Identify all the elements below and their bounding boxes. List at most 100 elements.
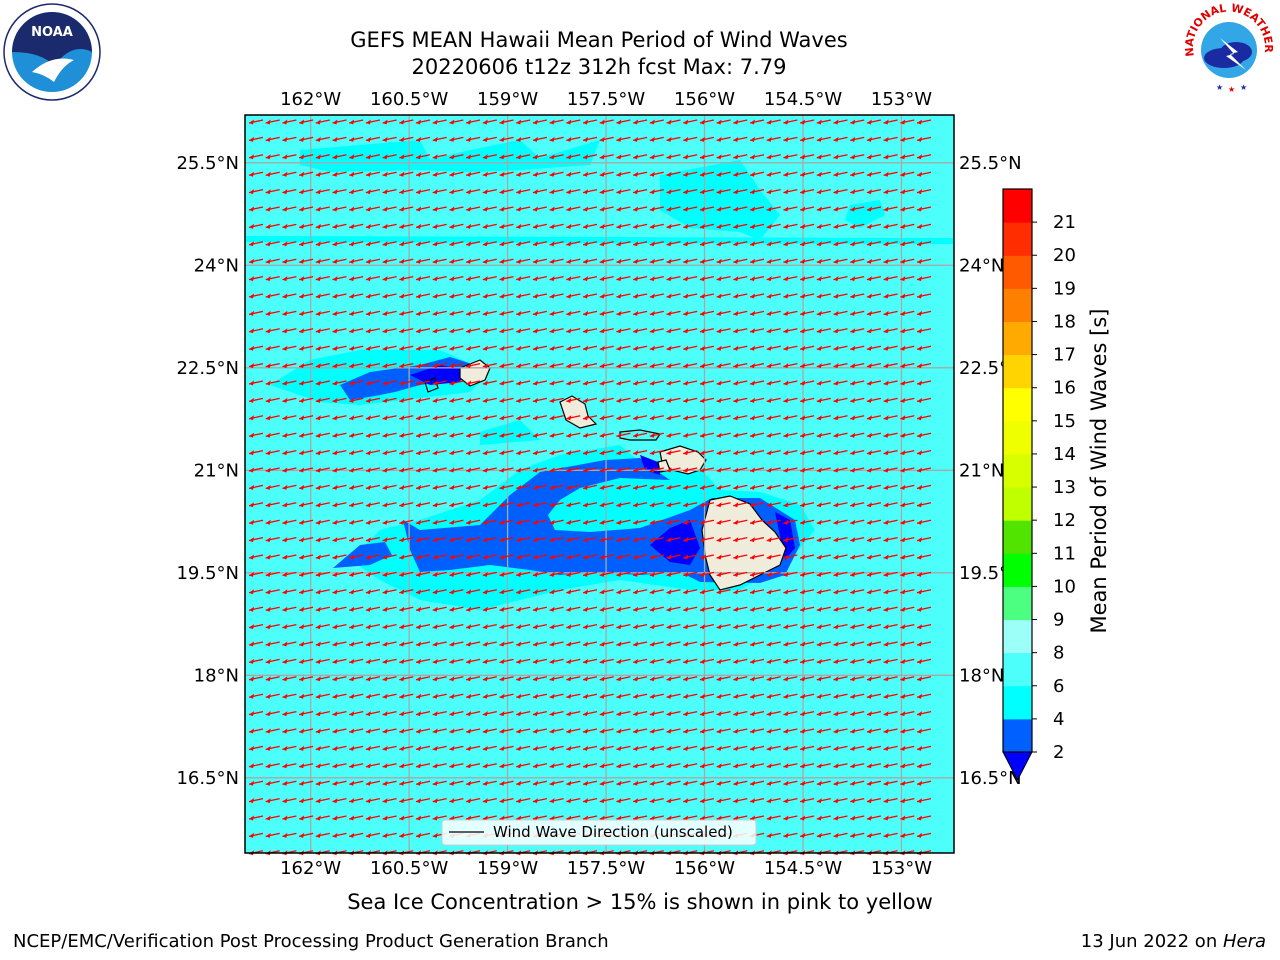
wind-arrow bbox=[632, 380, 648, 386]
wind-arrow bbox=[449, 206, 464, 212]
wind-arrow bbox=[399, 658, 414, 664]
wind-arrow bbox=[916, 502, 932, 508]
wind-arrow bbox=[399, 432, 414, 438]
wind-arrow bbox=[365, 693, 381, 699]
wind-arrow bbox=[449, 815, 464, 821]
wind-arrow bbox=[916, 188, 932, 195]
wind-arrow bbox=[482, 258, 497, 264]
wind-arrow bbox=[315, 536, 330, 543]
lat-label-left: 18°N bbox=[194, 665, 239, 686]
wind-arrow bbox=[666, 241, 681, 247]
wind-arrow bbox=[465, 188, 481, 195]
wind-arrow bbox=[332, 832, 347, 838]
wind-arrow bbox=[683, 484, 698, 490]
wind-arrow bbox=[482, 815, 497, 821]
wind-arrow bbox=[315, 397, 330, 403]
wind-arrow bbox=[749, 310, 765, 316]
wind-arrow bbox=[833, 136, 848, 142]
wind-arrow bbox=[382, 797, 397, 804]
wind-arrow bbox=[532, 171, 548, 177]
wind-arrow bbox=[632, 484, 648, 490]
wind-arrow bbox=[749, 345, 765, 351]
wind-arrow bbox=[549, 571, 564, 577]
footer-left: NCEP/EMC/Verification Post Processing Pr… bbox=[13, 931, 609, 952]
wind-arrow bbox=[449, 136, 464, 142]
wind-arrow bbox=[716, 554, 731, 560]
wind-arrow bbox=[382, 502, 397, 508]
wind-arrow bbox=[883, 502, 898, 508]
wind-arrow bbox=[432, 206, 447, 212]
wind-arrow bbox=[883, 554, 898, 560]
wind-arrow bbox=[349, 397, 364, 403]
wind-arrow bbox=[683, 449, 698, 456]
wind-arrow bbox=[733, 623, 748, 630]
wind-arrow bbox=[599, 310, 614, 316]
wind-arrow bbox=[399, 676, 414, 682]
wind-arrow bbox=[298, 589, 314, 595]
lon-label-bottom: 157.5°W bbox=[567, 858, 646, 879]
wind-arrow bbox=[850, 484, 865, 490]
wind-arrow bbox=[833, 397, 848, 403]
wind-arrow bbox=[582, 658, 598, 664]
wind-arrow bbox=[833, 676, 848, 682]
wind-arrow bbox=[482, 415, 497, 421]
wind-arrow bbox=[332, 328, 347, 334]
wind-arrow bbox=[666, 728, 681, 734]
wind-arrow bbox=[649, 432, 664, 438]
wind-arrow bbox=[883, 328, 898, 334]
wind-arrow bbox=[566, 519, 581, 525]
wind-arrow bbox=[265, 119, 280, 125]
wind-arrow bbox=[415, 641, 431, 647]
wind-arrow bbox=[900, 293, 915, 299]
wind-arrow bbox=[465, 362, 481, 369]
wind-arrow bbox=[766, 589, 781, 595]
wind-arrow bbox=[716, 136, 731, 142]
wind-arrow bbox=[315, 658, 330, 664]
wind-arrow bbox=[482, 380, 497, 386]
wind-arrow bbox=[349, 554, 364, 560]
wind-arrow bbox=[566, 310, 581, 316]
wind-arrow bbox=[699, 658, 715, 664]
wind-arrow bbox=[298, 536, 314, 543]
wind-arrow bbox=[850, 676, 865, 682]
wind-arrow bbox=[415, 502, 431, 508]
wind-arrow bbox=[883, 258, 898, 264]
wind-arrow bbox=[749, 780, 765, 786]
wind-arrow bbox=[265, 763, 280, 769]
colorbar-segment bbox=[1003, 685, 1032, 720]
wind-arrow bbox=[582, 258, 598, 264]
wind-arrow bbox=[432, 693, 447, 699]
wind-arrow bbox=[916, 154, 932, 160]
wind-arrow bbox=[482, 345, 497, 351]
wind-arrow bbox=[265, 380, 280, 386]
wind-arrow bbox=[499, 188, 514, 195]
wind-arrow bbox=[532, 641, 548, 647]
wind-arrow bbox=[482, 519, 497, 525]
wind-arrow bbox=[282, 171, 297, 177]
wind-arrow bbox=[699, 589, 715, 595]
wind-arrow bbox=[365, 119, 381, 125]
colorbar-segment bbox=[1003, 420, 1032, 455]
wind-arrow bbox=[349, 310, 364, 316]
wind-arrow bbox=[716, 484, 731, 490]
wind-arrow bbox=[248, 710, 264, 717]
wind-arrow bbox=[332, 223, 347, 229]
wind-arrow bbox=[833, 780, 848, 786]
wind-arrow bbox=[599, 571, 614, 577]
wind-arrow bbox=[866, 467, 882, 473]
wind-arrow bbox=[799, 780, 815, 786]
wind-arrow bbox=[415, 223, 431, 229]
wind-arrow bbox=[599, 623, 614, 630]
wind-arrow bbox=[699, 502, 715, 508]
wind-arrow bbox=[282, 519, 297, 525]
wind-arrow bbox=[415, 536, 431, 543]
wind-arrow bbox=[566, 589, 581, 595]
wind-arrow bbox=[365, 519, 381, 525]
wind-arrow bbox=[833, 571, 848, 577]
wind-arrow bbox=[916, 432, 932, 438]
wind-arrow bbox=[616, 623, 631, 630]
wind-arrow bbox=[516, 623, 531, 630]
wind-arrow bbox=[916, 171, 932, 177]
wind-arrow bbox=[900, 467, 915, 473]
wind-arrow bbox=[616, 641, 631, 647]
